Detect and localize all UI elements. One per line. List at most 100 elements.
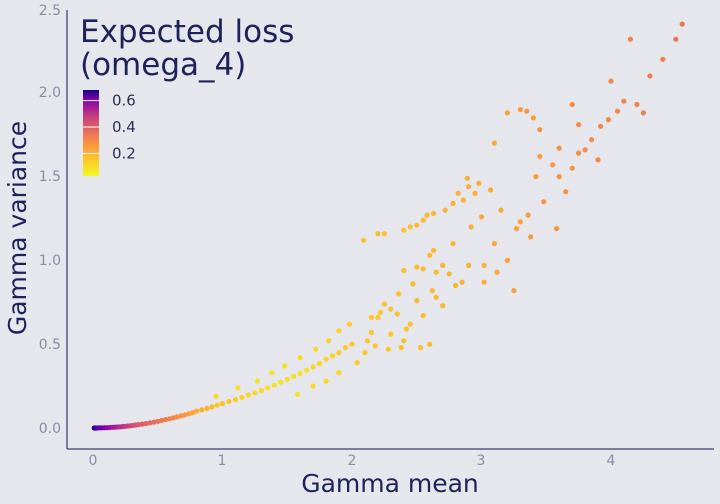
data-point — [608, 78, 614, 84]
y-axis-title: Gamma variance — [3, 121, 32, 335]
data-point — [174, 414, 180, 420]
data-point — [159, 417, 165, 424]
data-point — [424, 212, 430, 218]
data-point — [504, 110, 510, 116]
data-point — [323, 378, 329, 384]
y-tick-label: 2.5 — [39, 3, 61, 19]
data-point — [459, 279, 465, 285]
y-tick-label: 1.0 — [39, 253, 61, 269]
data-point — [537, 127, 543, 133]
data-point — [401, 338, 407, 344]
data-point — [420, 313, 426, 319]
data-point — [401, 267, 407, 274]
data-point — [297, 355, 303, 361]
data-point — [151, 419, 157, 425]
data-point — [182, 412, 188, 418]
data-point — [563, 189, 569, 195]
data-point — [530, 115, 536, 121]
data-point — [442, 207, 448, 213]
x-tick-label: 2 — [348, 453, 357, 469]
colorbar-tick-label: 0.6 — [112, 92, 136, 110]
data-point — [186, 411, 192, 417]
data-point — [525, 212, 531, 218]
data-point — [401, 227, 407, 233]
scatter-points — [91, 21, 685, 431]
data-point — [598, 123, 604, 129]
data-point — [660, 56, 666, 62]
data-point — [346, 321, 352, 327]
data-point — [226, 398, 232, 405]
data-point — [569, 101, 575, 108]
data-point — [679, 21, 685, 27]
data-point — [524, 108, 530, 114]
data-point — [190, 410, 196, 416]
data-point — [647, 73, 653, 79]
data-point — [232, 396, 239, 403]
data-point — [576, 122, 582, 128]
data-point — [494, 269, 500, 275]
data-point — [576, 150, 582, 156]
data-point — [143, 420, 149, 427]
data-point — [517, 107, 523, 113]
data-point — [453, 282, 459, 289]
data-point — [139, 421, 145, 427]
y-tick-label: 0.0 — [39, 421, 61, 437]
data-point — [362, 350, 368, 356]
data-point — [481, 262, 487, 268]
data-point — [135, 422, 141, 428]
data-point — [214, 402, 220, 408]
data-point — [410, 281, 416, 287]
data-point — [420, 266, 426, 272]
data-point — [254, 378, 261, 384]
data-point — [491, 241, 497, 247]
data-point — [414, 222, 420, 228]
data-point — [381, 301, 387, 307]
data-point — [282, 363, 288, 369]
data-point — [556, 174, 562, 180]
data-point — [498, 207, 504, 213]
data-point — [537, 153, 543, 160]
data-point — [162, 417, 169, 423]
data-point — [394, 311, 400, 317]
data-point — [481, 279, 487, 285]
data-point — [313, 346, 319, 352]
data-point — [284, 376, 290, 382]
data-point — [476, 180, 482, 186]
data-point — [420, 217, 426, 223]
data-point — [433, 269, 439, 275]
legend-title-line2: (omega_4) — [80, 47, 246, 83]
x-tick-label: 3 — [477, 453, 486, 469]
data-point — [252, 390, 258, 396]
data-point — [204, 405, 210, 411]
data-point — [304, 367, 310, 373]
data-point — [265, 385, 271, 391]
data-point — [323, 356, 329, 362]
data-point — [170, 415, 176, 421]
colorbar — [83, 90, 99, 176]
color-legend: Expected loss (omega_4) 0.6 0.4 0.2 — [80, 14, 294, 176]
data-point — [375, 314, 381, 320]
data-point — [431, 247, 437, 253]
data-point — [375, 231, 381, 237]
data-point — [407, 321, 413, 327]
data-point — [464, 175, 470, 181]
data-point — [554, 226, 560, 232]
data-point — [414, 298, 420, 304]
data-point — [533, 174, 539, 180]
data-point — [582, 147, 588, 153]
data-point — [396, 291, 402, 297]
data-point — [199, 407, 205, 413]
data-point — [407, 224, 413, 230]
data-point — [634, 101, 640, 108]
data-point — [310, 383, 316, 389]
data-point — [271, 382, 277, 388]
data-point — [640, 110, 647, 116]
data-point — [291, 373, 297, 379]
data-point — [513, 226, 520, 232]
data-point — [431, 210, 437, 217]
data-point — [361, 237, 367, 243]
data-point — [589, 137, 595, 143]
x-tick-label: 4 — [607, 453, 616, 469]
data-point — [673, 36, 679, 42]
data-point — [245, 392, 251, 398]
